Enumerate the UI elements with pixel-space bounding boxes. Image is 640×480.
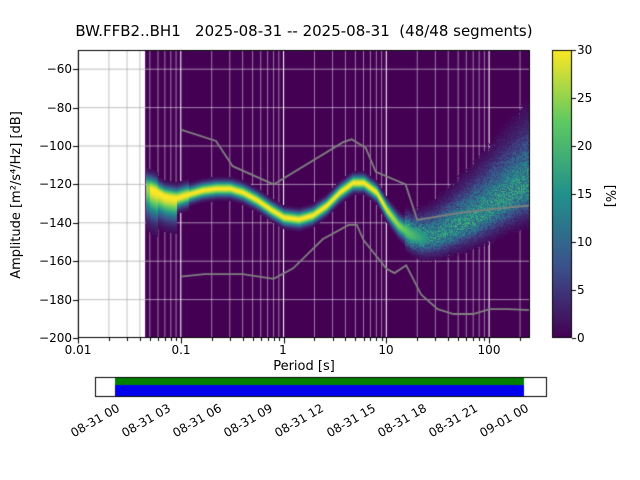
colorbar-tick-label: 25 — [577, 91, 605, 105]
plot-title: BW.FFB2..BH1 2025-08-31 -- 2025-08-31 (4… — [54, 24, 554, 38]
y-tick-label: −160 — [30, 254, 72, 268]
y-tick-label: −100 — [30, 139, 72, 153]
x-tick-label: 1 — [253, 343, 313, 357]
y-tick-label: −80 — [30, 101, 72, 115]
ppsd-figure: BW.FFB2..BH1 2025-08-31 -- 2025-08-31 (4… — [0, 0, 640, 480]
y-tick-label: −120 — [30, 177, 72, 191]
colorbar-tick-label: 5 — [577, 283, 605, 297]
colorbar-tick-label: 0 — [577, 331, 605, 345]
colorbar-tick-label: 30 — [577, 43, 605, 57]
y-tick-label: −60 — [30, 62, 72, 76]
colorbar-tick-label: 20 — [577, 139, 605, 153]
x-tick-label: 100 — [459, 343, 519, 357]
x-tick-label: 10 — [356, 343, 416, 357]
colorbar-label: [%] — [600, 176, 616, 216]
x-axis-label: Period [s] — [204, 360, 404, 374]
y-tick-label: −140 — [30, 216, 72, 230]
x-tick-label: 0.01 — [48, 343, 108, 357]
y-tick-label: −180 — [30, 293, 72, 307]
y-axis-label: Amplitude [m²/s⁴/Hz] [dB] — [10, 45, 26, 345]
x-tick-label: 0.1 — [151, 343, 211, 357]
colorbar-tick-label: 10 — [577, 235, 605, 249]
